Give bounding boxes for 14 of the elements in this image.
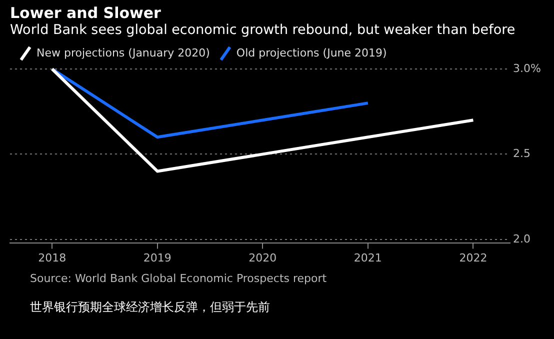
- x-tick-label: 2020: [248, 251, 277, 264]
- chart-title: Lower and Slower: [10, 4, 162, 22]
- legend-label: New projections (January 2020): [36, 46, 210, 60]
- y-tick-label: 3.0%: [513, 62, 542, 75]
- x-tick-label: 2018: [38, 251, 66, 264]
- source-note: Source: World Bank Global Economic Prospects report: [30, 272, 328, 285]
- x-tick-label: 2021: [354, 251, 382, 264]
- x-tick-label: 2022: [459, 251, 488, 264]
- y-tick-label: 2.5: [513, 147, 531, 160]
- x-tick-label: 2019: [143, 251, 172, 264]
- chart-subtitle: World Bank sees global economic growth rebound, but weaker than before: [10, 22, 516, 38]
- y-tick-label: 2.0: [513, 232, 531, 246]
- text: 世界银行预期全球经济增长反弹，但弱于先前: [30, 299, 271, 316]
- legend-label: Old projections (June 2019): [236, 46, 387, 60]
